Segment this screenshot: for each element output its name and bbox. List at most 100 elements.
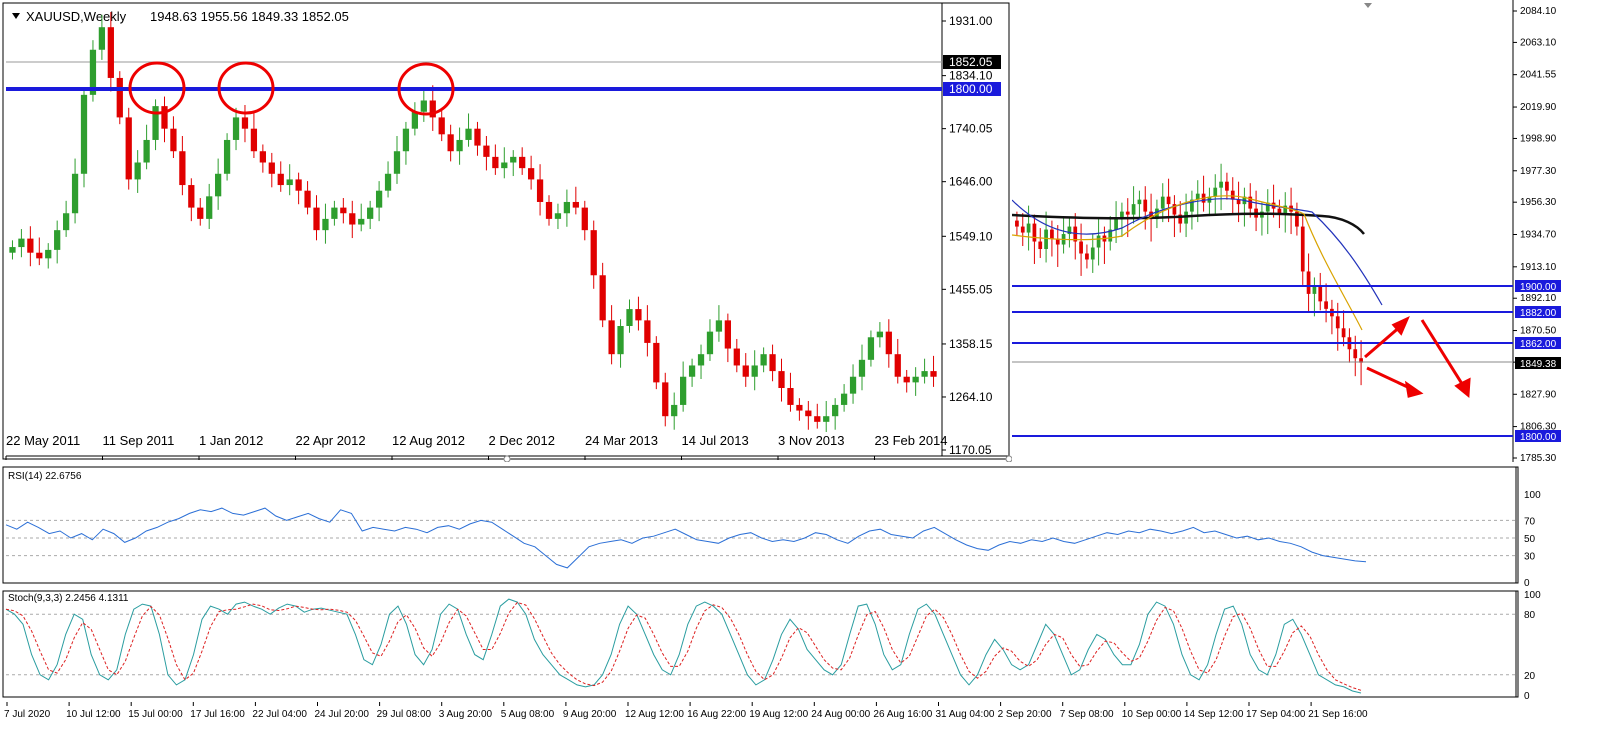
candle-body	[867, 337, 875, 360]
rsi-line	[5, 507, 1367, 569]
candle-body	[1341, 328, 1346, 338]
candle-body	[653, 342, 660, 383]
time-tick: 19 Aug 12:00	[749, 709, 808, 720]
hourly-price-tick: 2041.55	[1520, 70, 1557, 81]
time-tick: 10 Sep 00:00	[1122, 709, 1182, 720]
weekly-date-tick: 24 Mar 2013	[585, 433, 658, 448]
badge-current	[1515, 357, 1561, 369]
weekly-price-tick: 1264.10	[949, 390, 993, 404]
candle-body	[331, 207, 338, 219]
ma-short-line	[1011, 198, 1383, 306]
candle-body	[1312, 286, 1317, 294]
candle-body	[608, 320, 615, 355]
weekly-price-tick: 1170.05	[949, 443, 992, 457]
candle-body	[45, 249, 52, 259]
time-tick: 9 Aug 20:00	[563, 709, 617, 720]
candle-body	[1149, 211, 1153, 220]
candle-body	[9, 247, 16, 253]
candle-body	[590, 230, 597, 276]
current-price-badge-text: 1852.05	[949, 55, 993, 69]
collapse-arrow-icon[interactable]	[12, 13, 20, 19]
candle-body	[527, 168, 535, 180]
candle-body	[188, 185, 195, 208]
candle-body	[1277, 208, 1282, 215]
time-tick: 14 Sep 12:00	[1184, 709, 1244, 720]
weekly-price-tick: 1931.00	[949, 14, 993, 28]
candle-body	[840, 393, 848, 405]
resize-handle[interactable]	[503, 455, 511, 463]
arrow-head-down-1	[1404, 380, 1424, 398]
weekly-date-tick: 22 Apr 2012	[296, 433, 366, 448]
candle-body	[170, 128, 177, 152]
hourly-price-tick: 1892.10	[1520, 293, 1557, 304]
candle-body	[617, 325, 624, 355]
time-tick: 7 Jul 2020	[4, 709, 51, 720]
rsi-tick: 0	[1524, 578, 1530, 586]
candle-body	[313, 207, 320, 231]
rsi-axis: 100 70 50 30 0	[1524, 490, 1541, 589]
candle-body	[358, 218, 365, 225]
candle-body	[903, 376, 910, 383]
hourly-candles	[1015, 163, 1363, 386]
candle-body	[1225, 181, 1229, 191]
candle-body	[1178, 214, 1183, 224]
candle-body	[375, 190, 383, 208]
hourly-price-tick: 1977.30	[1520, 166, 1557, 177]
hourly-price-tick: 1806.30	[1520, 422, 1557, 433]
candle-body	[232, 117, 240, 140]
candle-body	[411, 111, 419, 129]
candle-body	[876, 331, 884, 338]
hourly-price-tick: 1956.30	[1520, 197, 1557, 208]
top-circle-3	[397, 62, 455, 116]
candle-body	[1020, 226, 1025, 233]
candle-body	[1295, 211, 1299, 227]
candle-body	[54, 230, 61, 250]
candle-body	[206, 196, 213, 219]
candle-body	[1213, 187, 1218, 197]
weekly-date-tick: 3 Nov 2013	[778, 433, 845, 448]
stoch-tick: 20	[1524, 671, 1536, 682]
candle-body	[1219, 181, 1223, 188]
candle-body	[1108, 229, 1113, 242]
hourly-price-tick: 1827.90	[1520, 389, 1557, 400]
candle-body	[1026, 223, 1031, 233]
scroll-marker-icon	[1364, 3, 1372, 8]
hourly-price-tick: 2063.10	[1520, 37, 1557, 48]
candle-body	[1114, 219, 1118, 230]
stoch-signal-line	[5, 601, 1362, 691]
candle-body	[1044, 229, 1048, 250]
candle-body	[483, 145, 490, 157]
candle-body	[420, 100, 427, 112]
candle-body	[510, 156, 517, 163]
candle-body	[1248, 196, 1253, 209]
candle-body	[706, 331, 714, 355]
candle-body	[572, 201, 579, 208]
candle-body	[492, 156, 499, 169]
candle-body	[1335, 316, 1340, 329]
candle-body	[304, 190, 311, 208]
candle-body	[384, 173, 392, 191]
hourly-price-tick: 2019.90	[1520, 102, 1557, 113]
candle-body	[751, 365, 758, 377]
arrow-head-down-2	[1454, 377, 1471, 399]
candle-body	[1324, 301, 1328, 309]
candle-body	[1353, 349, 1358, 359]
candle-body	[80, 94, 88, 174]
time-tick: 17 Jul 16:00	[190, 709, 245, 720]
rsi-tick: 50	[1524, 534, 1536, 545]
weekly-price-tick: 1358.15	[949, 337, 993, 351]
candle-body	[18, 238, 25, 248]
candle-body	[823, 416, 830, 422]
ma-fast-line	[1011, 195, 1363, 331]
candle-body	[1067, 226, 1072, 235]
weekly-date-tick: 1 Jan 2012	[199, 433, 263, 448]
candle-body	[796, 404, 803, 411]
time-tick: 2 Sep 20:00	[998, 709, 1052, 720]
weekly-date-tick: 11 Sep 2011	[103, 433, 175, 448]
candle-body	[322, 218, 329, 231]
stoch-tick: 0	[1524, 691, 1530, 700]
candle-body	[286, 179, 293, 186]
candle-body	[1015, 220, 1019, 227]
candle-body	[894, 354, 901, 377]
candle-body	[161, 106, 168, 129]
